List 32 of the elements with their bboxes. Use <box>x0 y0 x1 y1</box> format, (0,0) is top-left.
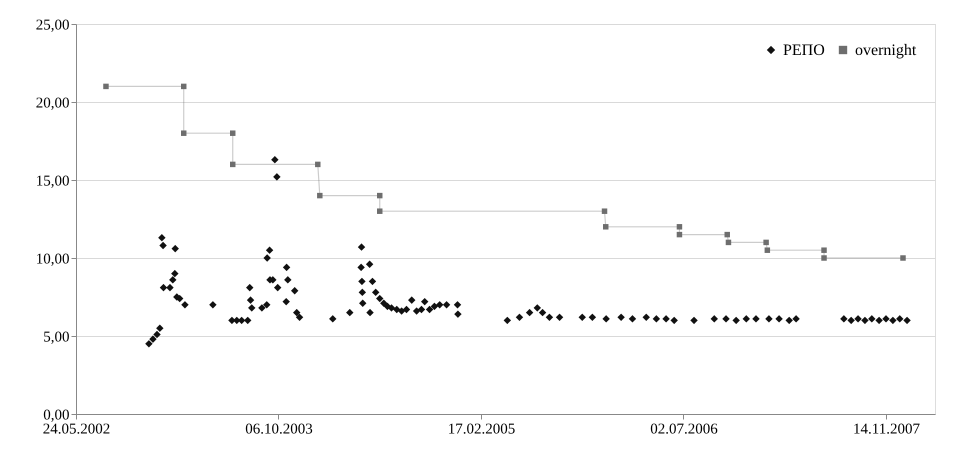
point <box>317 192 323 198</box>
y-tick-label: 25,00 <box>36 18 70 34</box>
y-tick-label: 15,00 <box>36 174 70 190</box>
point <box>377 208 382 214</box>
y-tick-label: 10,00 <box>36 252 70 268</box>
legend-label: overnight <box>855 42 917 59</box>
point <box>821 255 827 261</box>
x-tick-label: 14.11.2007 <box>853 422 920 438</box>
legend-label: РЕПО <box>783 42 825 59</box>
point <box>103 84 109 90</box>
point <box>764 247 770 253</box>
point <box>315 162 321 168</box>
point <box>676 224 682 230</box>
point <box>726 240 732 246</box>
point <box>763 240 769 246</box>
point <box>377 192 382 198</box>
x-tick-label: 06.10.2003 <box>245 422 313 438</box>
point <box>676 232 682 238</box>
y-tick-label: 0,00 <box>43 408 70 424</box>
x-tick-label: 17.02.2005 <box>448 422 516 438</box>
point <box>180 84 186 90</box>
y-tick-label: 20,00 <box>36 96 70 112</box>
point <box>602 208 608 214</box>
x-tick-label: 02.07.2006 <box>650 422 718 438</box>
point <box>603 224 608 230</box>
point <box>724 232 730 238</box>
point <box>821 247 827 253</box>
x-tick-label: 24.05.2002 <box>42 422 110 438</box>
point <box>230 162 236 168</box>
point <box>230 130 236 136</box>
point <box>180 130 186 136</box>
y-tick-label: 5,00 <box>43 330 70 346</box>
